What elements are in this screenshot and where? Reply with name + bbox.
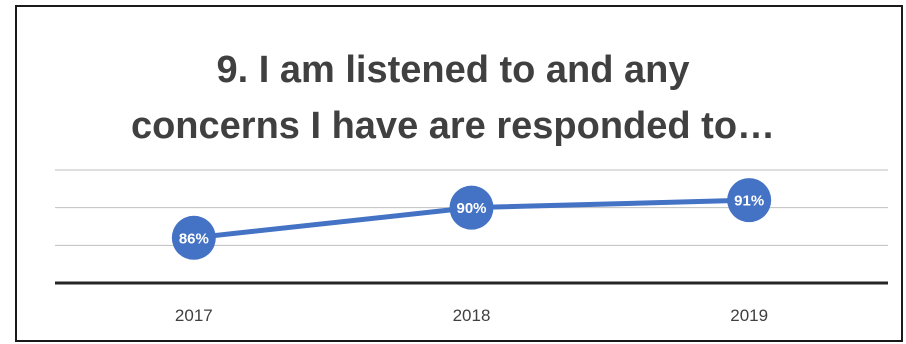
x-tick-label-2018: 2018 [453, 306, 491, 325]
x-tick-label-2019: 2019 [730, 306, 768, 325]
chart-frame [15, 5, 903, 342]
data-label-2019: 91% [734, 193, 764, 210]
data-label-2017: 86% [179, 230, 209, 247]
chart-title-line-1: 9. I am listened to and any [216, 49, 690, 91]
chart-title: 9. I am listened to and any concerns I h… [0, 42, 906, 154]
data-point-2018 [449, 185, 494, 230]
data-point-2019 [727, 178, 772, 223]
data-label-2018: 90% [456, 200, 486, 217]
chart-title-line-2: concerns I have are responded to… [130, 105, 776, 147]
data-point-2017 [171, 215, 216, 260]
x-tick-label-2017: 2017 [175, 306, 213, 325]
